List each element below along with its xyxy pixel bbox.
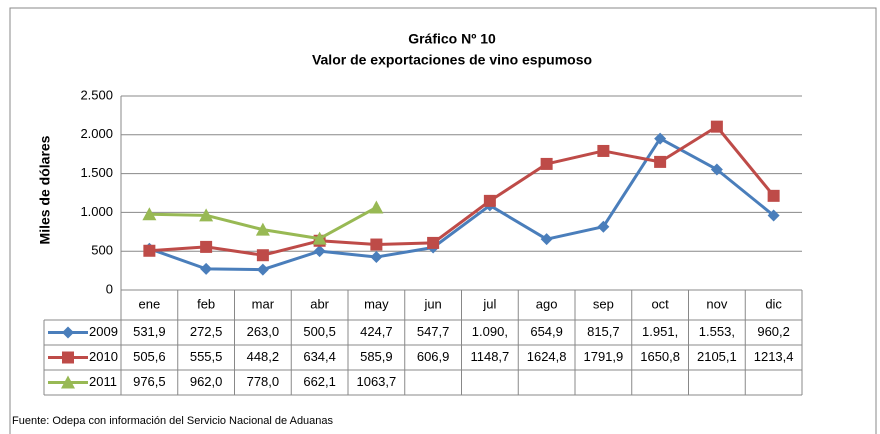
y-tick-label: 1.500 — [80, 165, 113, 180]
x-tick-label: abr — [310, 296, 329, 311]
x-tick-label: ene — [139, 296, 161, 311]
table-value: 962,0 — [190, 374, 223, 389]
table-value: 960,2 — [757, 324, 790, 339]
x-tick-label: ago — [536, 296, 558, 311]
table-value: 1624,8 — [527, 349, 567, 364]
table-value: 505,6 — [133, 349, 166, 364]
marker — [710, 163, 723, 176]
y-tick-label: 500 — [91, 243, 113, 258]
marker — [710, 120, 723, 133]
table-value: 654,9 — [530, 324, 563, 339]
marker — [370, 251, 383, 264]
x-tick-label: jul — [482, 296, 496, 311]
y-tick-label: 2.500 — [80, 87, 113, 102]
table-value: 547,7 — [417, 324, 450, 339]
marker — [369, 200, 384, 214]
table-value: 976,5 — [133, 374, 166, 389]
marker — [143, 244, 156, 257]
x-tick-label: nov — [706, 296, 727, 311]
marker — [767, 189, 780, 202]
x-tick-label: feb — [197, 296, 215, 311]
series-line — [148, 137, 775, 272]
marker — [654, 155, 667, 168]
table-value: 1650,8 — [640, 349, 680, 364]
table-value: 585,9 — [360, 349, 393, 364]
table-value: 2105,1 — [697, 349, 737, 364]
x-tick-label: may — [364, 296, 389, 311]
legend-label: 2010 — [89, 349, 118, 364]
table-value: 500,5 — [303, 324, 336, 339]
table-value: 662,1 — [303, 374, 336, 389]
marker — [256, 249, 269, 262]
table-value: 1148,7 — [470, 349, 509, 364]
x-tick-label: sep — [593, 296, 614, 311]
table-value: 606,9 — [417, 349, 450, 364]
table-value: 1.951, — [642, 324, 678, 339]
marker — [767, 209, 780, 222]
x-tick-label: dic — [765, 296, 782, 311]
table-value: 1.090, — [472, 324, 508, 339]
table-value: 263,0 — [247, 324, 280, 339]
table-value: 555,5 — [190, 349, 223, 364]
marker — [540, 157, 553, 170]
y-tick-label: 0 — [106, 281, 113, 296]
y-tick-label: 2.000 — [80, 126, 113, 141]
marker — [142, 207, 157, 221]
marker — [255, 222, 270, 236]
table-value: 815,7 — [587, 324, 620, 339]
marker — [199, 208, 214, 222]
marker — [540, 233, 553, 246]
table-value: 1213,4 — [754, 349, 794, 364]
marker — [200, 240, 213, 253]
series-line — [149, 125, 775, 257]
legend-marker — [61, 375, 75, 389]
table-value: 448,2 — [247, 349, 280, 364]
marker — [200, 262, 213, 275]
chart-title: Gráfico Nº 10 — [408, 31, 496, 47]
marker — [312, 231, 327, 245]
marker — [483, 194, 496, 207]
marker — [370, 238, 383, 251]
y-axis-label: Miles de dólares — [37, 135, 53, 244]
table-value: 634,4 — [303, 349, 336, 364]
y-tick-label: 1.000 — [80, 204, 113, 219]
chart-subtitle: Valor de exportaciones de vino espumoso — [312, 52, 592, 68]
table-value: 778,0 — [247, 374, 280, 389]
marker — [597, 220, 610, 233]
table-value: 1791,9 — [583, 349, 623, 364]
legend-label: 2009 — [89, 324, 118, 339]
table-value: 424,7 — [360, 324, 393, 339]
legend-label: 2011 — [89, 374, 117, 389]
source-note: Fuente: Odepa con información del Servic… — [12, 415, 334, 427]
marker — [597, 144, 610, 157]
x-tick-label: jun — [423, 296, 441, 311]
marker — [427, 236, 440, 249]
marker — [256, 263, 269, 276]
chart-frame — [9, 7, 877, 434]
legend-marker — [62, 351, 74, 364]
table-value: 1063,7 — [356, 374, 396, 389]
table-value: 272,5 — [190, 324, 223, 339]
marker — [654, 132, 667, 145]
marker — [313, 245, 326, 258]
table-value: 1.553, — [699, 324, 735, 339]
x-tick-label: oct — [651, 296, 669, 311]
x-tick-label: mar — [252, 296, 275, 311]
table-value: 531,9 — [133, 324, 166, 339]
legend-marker — [62, 326, 74, 339]
